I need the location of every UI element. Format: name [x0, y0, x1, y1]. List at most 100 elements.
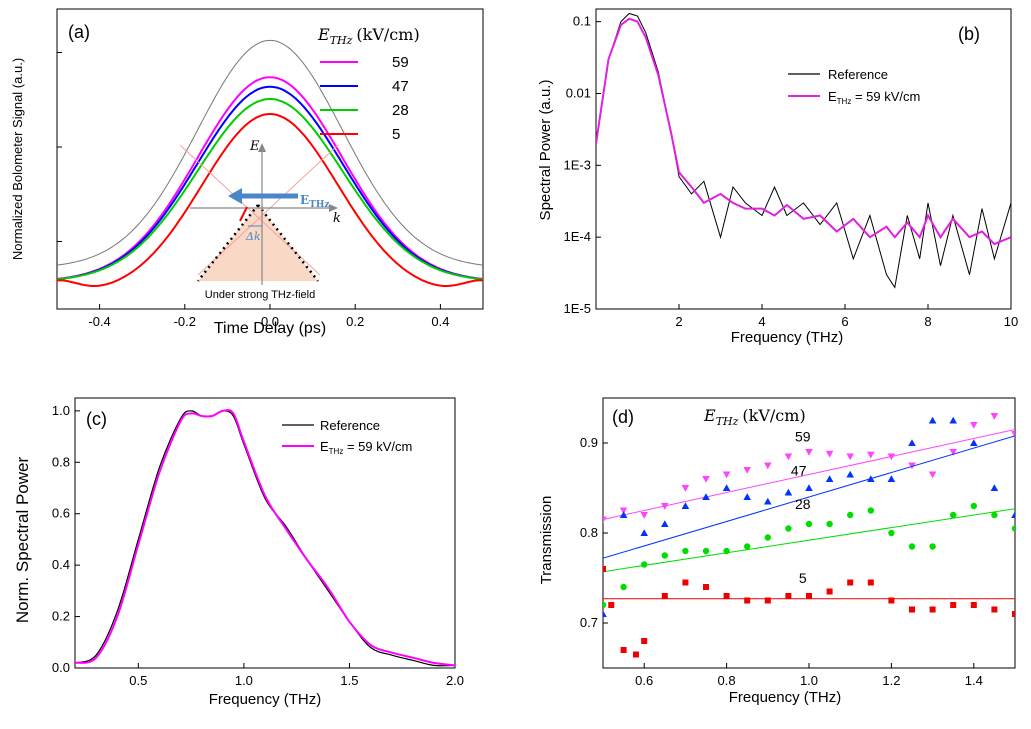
panel-a-xtick-label: -0.4: [88, 314, 110, 329]
panel-b-curve-59: [596, 17, 1011, 246]
panel-b-ticks: 2 4 6 8 10 1E-5 1E-4 1E-3 0.01 0.1: [564, 14, 1019, 329]
panel-c-ticks: 0.5 1.0 1.5 2.0 0.0 0.2 0.4 0.6 0.8 1.0: [52, 403, 464, 688]
panel-d-point-59: [846, 453, 854, 461]
band-diagram-inset: E k ETHz Δk Under strong THz-field: [179, 139, 341, 301]
panel-a-curve-5: [57, 112, 483, 288]
panel-d-point-47: [928, 416, 937, 424]
panel-b-xtick-label: 10: [1004, 314, 1018, 329]
panel-c-ytick-label: 0.2: [52, 609, 70, 624]
panel-b-legend: Reference ETHz = 59 kV/cm: [788, 67, 920, 106]
panel-c-ylabel: Norm. Spectral Power: [13, 457, 32, 624]
panel-a-legend-title: ETHz (kV/cm): [317, 25, 420, 47]
panel-d-series-label-28: 28: [795, 496, 811, 512]
panel-d-point-47: [764, 497, 772, 505]
panel-d-point-47: [825, 475, 834, 483]
panel-b-xlabel: Frequency (THz): [731, 329, 844, 346]
panel-d-point-47: [702, 493, 710, 501]
panel-d-series-labels: 59 47 28 5: [791, 429, 811, 586]
panel-c: (c) Frequency (THz) Norm. Spectral Power…: [13, 397, 464, 708]
panel-b-curve-reference: [596, 12, 1011, 289]
panel-d-point-28: [1011, 525, 1015, 532]
panel-a-xtick-label: -0.2: [174, 314, 196, 329]
panel-a-legend-label-47: 47: [392, 78, 409, 95]
panel-a-label: (a): [68, 22, 90, 42]
panel-d-fit-line-59: [603, 429, 1015, 520]
panel-a-legend-label-59: 59: [392, 54, 409, 71]
panel-c-label: (c): [86, 409, 107, 429]
panel-d-point-59: [887, 453, 896, 461]
inset-e-label: E: [249, 139, 260, 154]
panel-d-point-5: [888, 597, 895, 604]
panel-d-point-28: [785, 525, 792, 532]
panel-d-point-59: [784, 453, 793, 461]
panel-d-point-47: [743, 493, 751, 501]
panel-d-xtick-label: 0.6: [635, 673, 653, 688]
panel-d-label: (d): [612, 407, 634, 427]
panel-d-point-47: [908, 439, 916, 447]
panel-d-point-28: [702, 547, 710, 555]
panel-a-curve-59: [57, 76, 483, 280]
panel-d-ticks: 0.6 0.8 1.0 1.2 1.4 0.7 0.8 0.9: [580, 435, 983, 688]
panel-c-xtick-label: 1.5: [340, 673, 358, 688]
panel-d-point-5: [806, 593, 812, 599]
panel-b-ytick-label: 0.1: [573, 14, 591, 29]
panel-d-point-47: [784, 488, 793, 496]
panel-d-point-28: [661, 552, 668, 559]
panel-d-point-28: [991, 511, 998, 519]
panel-d-point-5: [929, 606, 936, 613]
panel-a-curve-47: [57, 85, 483, 281]
panel-c-ytick-label: 0.8: [52, 454, 70, 469]
panel-d-point-28: [929, 543, 936, 550]
panel-d-point-28: [744, 543, 751, 550]
panel-d-point-5: [608, 602, 615, 608]
panel-c-ytick-label: 0.0: [52, 660, 70, 675]
panel-d-point-5: [632, 651, 639, 658]
panel-d-series-label-5: 5: [799, 570, 807, 586]
panel-d-xtick-label: 1.4: [965, 673, 983, 688]
panel-d-point-59: [949, 448, 957, 456]
panel-d-point-59: [681, 484, 690, 492]
panel-d-point-28: [847, 511, 854, 519]
panel-d-point-28: [867, 507, 874, 514]
panel-d-point-47: [1011, 511, 1015, 519]
panel-d-point-59: [928, 471, 937, 479]
panel-d-point-47: [867, 475, 875, 483]
panel-c-frame: [74, 397, 456, 669]
panel-d-point-59: [722, 471, 731, 479]
panel-d-xtick-label: 1.2: [882, 673, 900, 688]
inset-k-arrowhead: [329, 204, 338, 212]
panel-d-point-28: [950, 511, 957, 519]
panel-d-point-59: [702, 475, 710, 483]
panel-d-fit-line-28: [603, 508, 1015, 573]
panel-a-curve-outer: [57, 39, 483, 266]
panel-d-point-59: [825, 450, 834, 458]
panel-d-fit-line-47: [603, 435, 1015, 559]
panel-b-curves: [596, 12, 1011, 289]
panel-a-ticks: -0.4 -0.2 0.0 0.2 0.4: [57, 52, 449, 329]
inset-dotted-left: [197, 204, 259, 282]
inset-e-arrowhead: [258, 143, 266, 152]
inset-delta-label: Δk: [245, 230, 261, 243]
panel-c-ytick-label: 1.0: [52, 403, 70, 418]
panel-d-point-28: [641, 561, 648, 568]
panel-d-point-59: [743, 466, 751, 474]
panel-d-point-28: [970, 502, 977, 510]
panel-c-ytick-label: 0.6: [52, 506, 70, 521]
panel-d-marks: [603, 412, 1015, 658]
panel-d-point-47: [603, 610, 607, 618]
panel-d-point-5: [970, 602, 977, 608]
panel-d-point-47: [681, 502, 690, 510]
panel-d-point-59: [764, 462, 772, 470]
panel-d-point-47: [661, 520, 669, 528]
panel-d-point-47: [846, 470, 854, 478]
panel-d-point-28: [888, 529, 895, 537]
panel-d-point-5: [703, 584, 709, 590]
panel-b-ytick-label: 1E-5: [564, 301, 591, 316]
panel-c-legend-label-reference: Reference: [320, 418, 380, 433]
panel-d-point-5: [950, 602, 957, 608]
panel-a-legend-label-5: 5: [392, 126, 400, 143]
inset-shift-arrow: [239, 206, 248, 222]
panel-d-xtick-label: 0.8: [718, 673, 736, 688]
panel-d-point-5: [661, 593, 668, 599]
inset-field-label: ETHz: [300, 193, 329, 210]
